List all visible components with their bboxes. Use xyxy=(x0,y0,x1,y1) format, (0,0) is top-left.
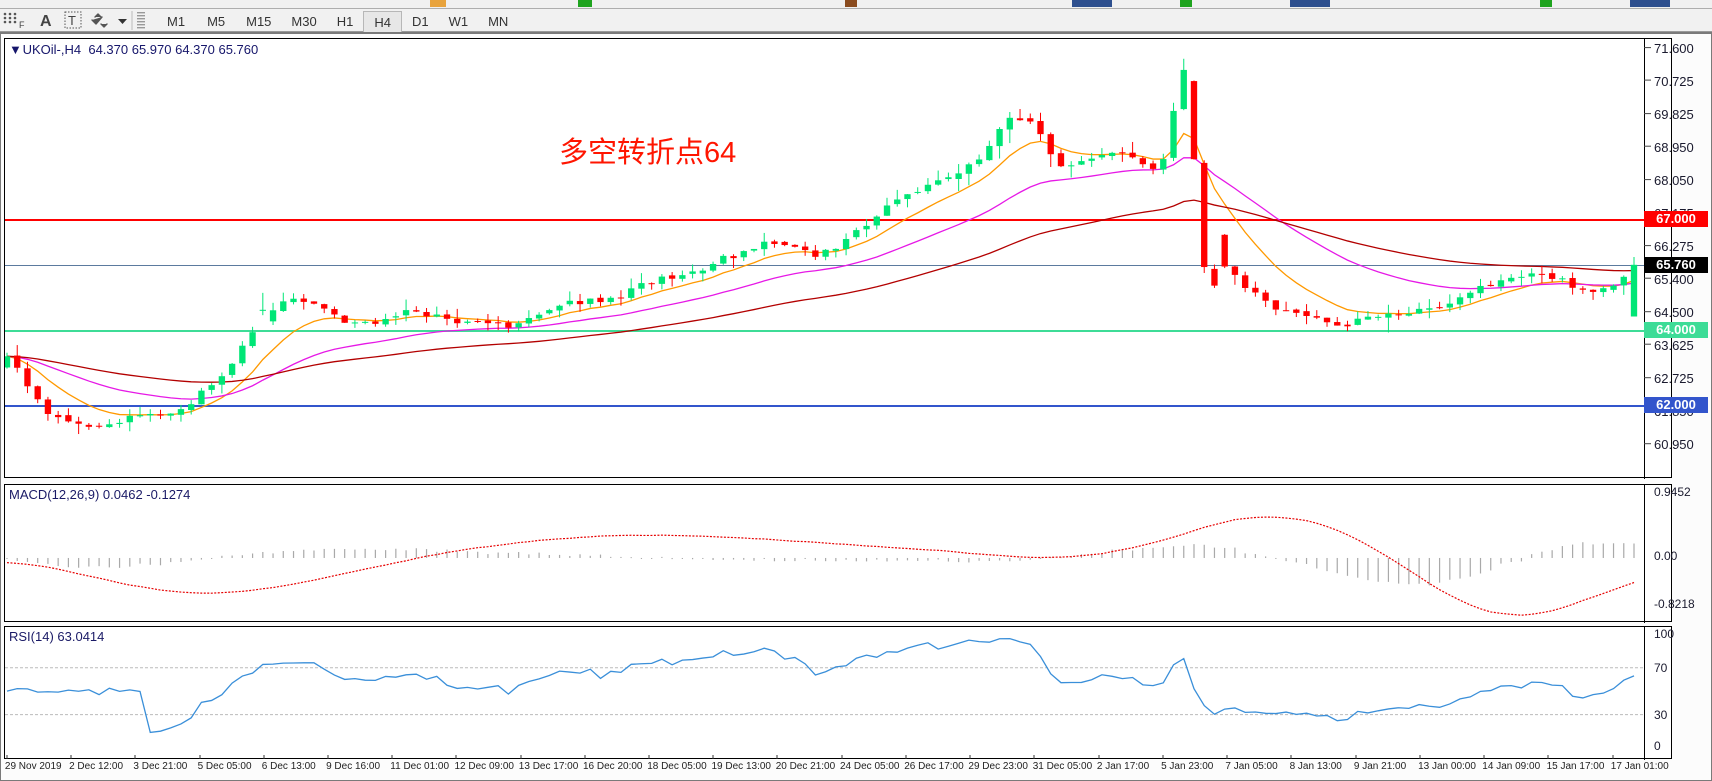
svg-text:A: A xyxy=(40,13,52,30)
svg-text:F: F xyxy=(19,20,25,30)
svg-text:T: T xyxy=(68,13,76,28)
